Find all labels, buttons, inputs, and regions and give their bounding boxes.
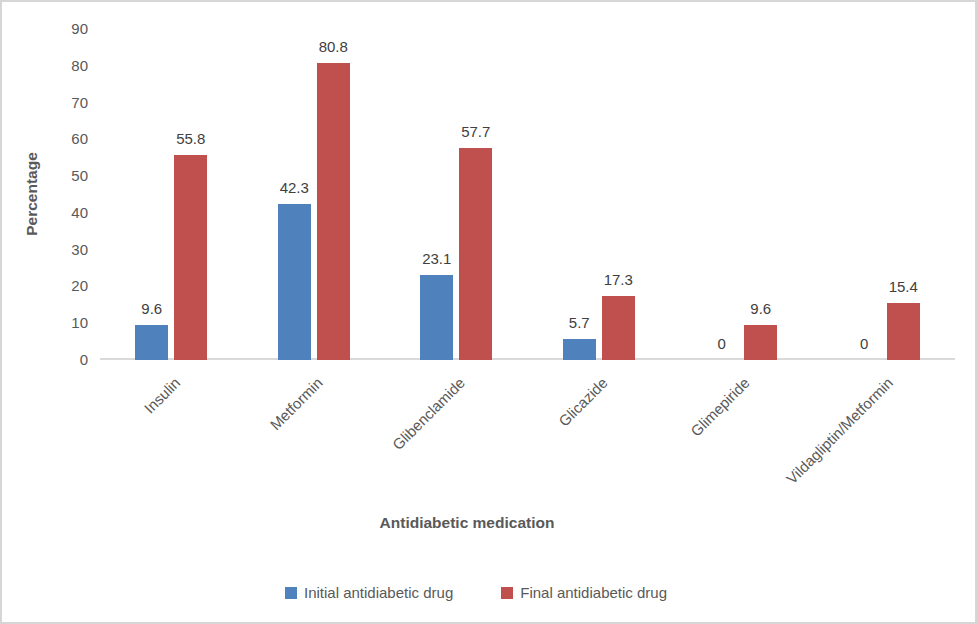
bar-final-vildagliptin-metformin <box>887 303 920 360</box>
x-axis-line <box>100 358 955 360</box>
bar-initial-insulin <box>135 325 168 360</box>
y-tick-label: 90 <box>54 20 88 38</box>
y-tick-label: 50 <box>54 167 88 185</box>
bar-initial-glibenclamide <box>420 275 453 360</box>
category-label: Metformin <box>267 374 326 433</box>
category-label: Insulin <box>141 374 184 417</box>
y-tick-label: 20 <box>54 277 88 295</box>
bar-initial-glicazide <box>563 339 596 360</box>
legend-item-final: Final antidiabetic drug <box>501 584 667 601</box>
bar-final-glimepiride <box>744 325 777 360</box>
legend-swatch-final-icon <box>501 587 513 599</box>
value-label: 80.8 <box>291 38 375 56</box>
value-label: 9.6 <box>719 300 803 318</box>
value-label: 17.3 <box>576 271 660 289</box>
bar-final-glibenclamide <box>459 148 492 360</box>
y-tick-label: 80 <box>54 57 88 75</box>
category-label: Glicazide <box>555 374 611 430</box>
bar-final-glicazide <box>602 296 635 360</box>
y-tick-label: 40 <box>54 204 88 222</box>
y-tick-label: 0 <box>54 351 88 369</box>
y-tick-label: 70 <box>54 94 88 112</box>
y-tick-label: 60 <box>54 130 88 148</box>
legend-label-initial: Initial antidiabetic drug <box>304 584 453 601</box>
bar-final-metformin <box>317 63 350 360</box>
category-label: Glibenclamide <box>389 374 468 453</box>
legend: Initial antidiabetic drug Final antidiab… <box>2 584 950 601</box>
y-tick-label: 30 <box>54 241 88 259</box>
value-label: 55.8 <box>149 130 233 148</box>
legend-item-initial: Initial antidiabetic drug <box>285 584 453 601</box>
legend-label-final: Final antidiabetic drug <box>520 584 667 601</box>
bar-initial-metformin <box>278 204 311 360</box>
legend-swatch-initial-icon <box>285 587 297 599</box>
x-axis-title: Antidiabetic medication <box>122 514 812 532</box>
category-label: Glimepiride <box>688 374 754 440</box>
value-label: 15.4 <box>861 278 945 296</box>
y-axis-title: Percentage <box>23 152 41 236</box>
y-tick-label: 10 <box>54 314 88 332</box>
category-label: Vildagliptin/Metformin <box>783 374 896 487</box>
chart-container: Percentage Antidiabetic medication Initi… <box>0 0 977 624</box>
value-label: 57.7 <box>434 123 518 141</box>
bar-final-insulin <box>174 155 207 360</box>
